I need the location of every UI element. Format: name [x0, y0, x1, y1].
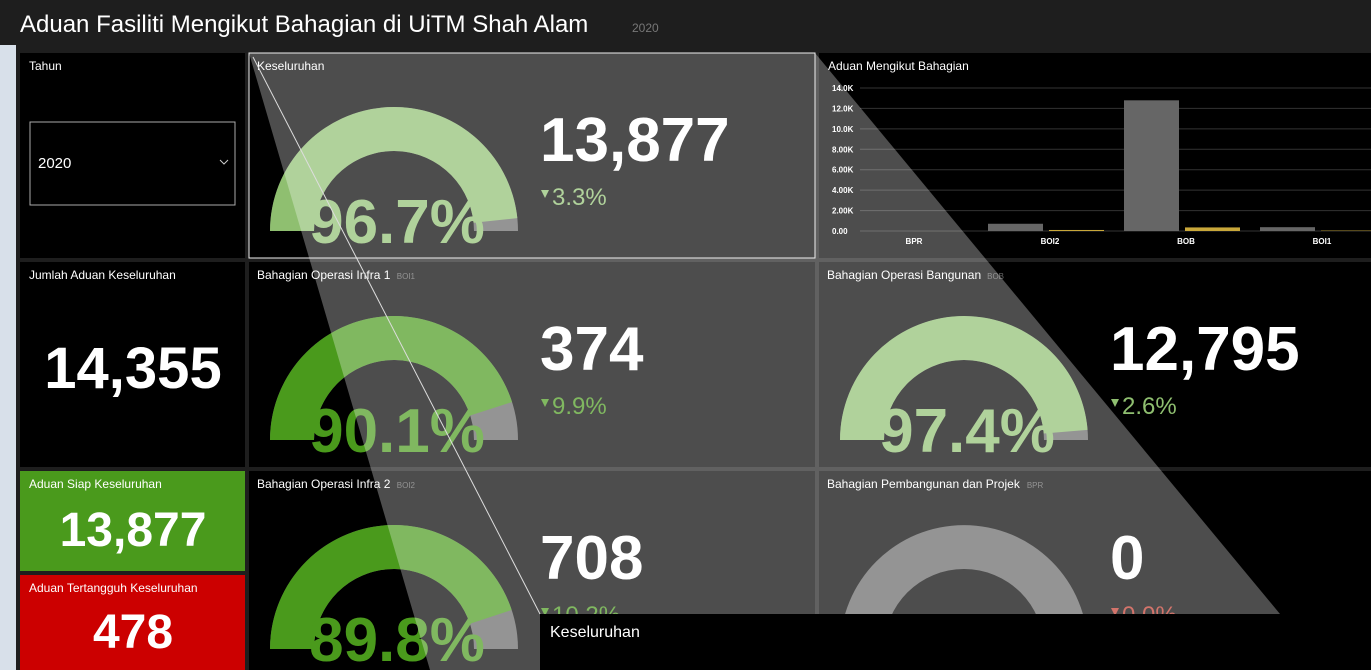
popup [540, 614, 1371, 670]
gauge-code: BPR [1027, 481, 1044, 490]
tile [819, 53, 1371, 258]
bar [1185, 227, 1240, 231]
gauge-arc [270, 316, 513, 440]
y-tick-label: 10.0K [832, 125, 854, 134]
tile [20, 53, 245, 258]
popup-title: Keseluruhan [550, 624, 640, 641]
y-tick-label: 14.0K [832, 84, 854, 93]
gauge-code: BOI2 [397, 481, 416, 490]
total-value: 14,355 [44, 336, 221, 401]
gauge-value: 13,877 [540, 106, 730, 175]
resolved-value: 13,877 [60, 504, 207, 557]
gauge-change: 9.9% [552, 393, 607, 420]
bar [988, 223, 1043, 231]
dashboard-year: 2020 [632, 21, 659, 35]
y-tick-label: 8.00K [832, 145, 854, 154]
change-arrow [1111, 399, 1119, 407]
gauge-percent: 97.4% [879, 397, 1055, 466]
dashboard-title: Aduan Fasiliti Mengikut Bahagian di UiTM… [20, 11, 588, 38]
bar [1124, 100, 1179, 231]
x-tick-label: BOB [1177, 237, 1195, 246]
bar [1049, 229, 1104, 231]
gauge-title: Bahagian Operasi Infra 1 [257, 268, 391, 282]
gauge-arc [270, 525, 512, 649]
gauge-value: 0 [1110, 524, 1144, 593]
backdrop [0, 45, 16, 670]
zoom-overlay [249, 53, 1280, 670]
tile [20, 262, 245, 467]
gauge-arc [840, 316, 1088, 440]
gauge-change: 2.6% [1122, 393, 1177, 420]
gauge-change: 3.3% [552, 184, 607, 211]
x-tick-label: BOI1 [1313, 237, 1332, 246]
focus-border[interactable] [248, 52, 816, 259]
dropdown-value: 2020 [38, 155, 71, 172]
y-tick-label: 2.00K [832, 207, 854, 216]
gauge-title: Bahagian Operasi Infra 2 [257, 477, 391, 491]
change-arrow [541, 608, 549, 616]
bar [1260, 227, 1315, 231]
change-arrow [541, 399, 549, 407]
zoom-line [252, 56, 541, 615]
gauge-percent: 90.1% [309, 397, 485, 466]
total-label: Jumlah Aduan Keseluruhan [29, 268, 176, 282]
gauge-value: 708 [540, 524, 643, 593]
gauge-code: BOI1 [397, 272, 416, 281]
pending-label: Aduan Tertangguh Keseluruhan [29, 581, 198, 595]
y-tick-label: 12.0K [832, 104, 854, 113]
tile [20, 575, 245, 670]
y-tick-label: 4.00K [832, 186, 854, 195]
pending-value: 478 [93, 606, 173, 659]
gauge-code: BOB [987, 272, 1004, 281]
gauge-title: Keseluruhan [257, 59, 324, 73]
gauge-track [840, 525, 1088, 649]
gauge-title: Bahagian Pembangunan dan Projek [827, 477, 1021, 491]
gauge-title: Bahagian Operasi Bangunan [827, 268, 981, 282]
tile [20, 471, 245, 571]
dropdown-chevron [219, 159, 229, 165]
resolved-label: Aduan Siap Keseluruhan [29, 477, 162, 491]
gauge-percent: 89.8% [309, 606, 485, 670]
y-tick-label: 6.00K [832, 166, 854, 175]
gauge-arc [270, 107, 518, 231]
filter-label: Tahun [29, 59, 62, 73]
x-tick-label: BOI2 [1041, 237, 1060, 246]
gauge-value: 12,795 [1110, 315, 1300, 384]
year-dropdown[interactable] [29, 121, 236, 206]
gauge-value: 374 [540, 315, 644, 384]
y-tick-label: 0.00 [832, 227, 848, 236]
change-arrow [541, 190, 549, 198]
bar-chart-title: Aduan Mengikut Bahagian [828, 59, 969, 73]
change-arrow [1111, 608, 1119, 616]
x-tick-label: BPR [906, 237, 923, 246]
